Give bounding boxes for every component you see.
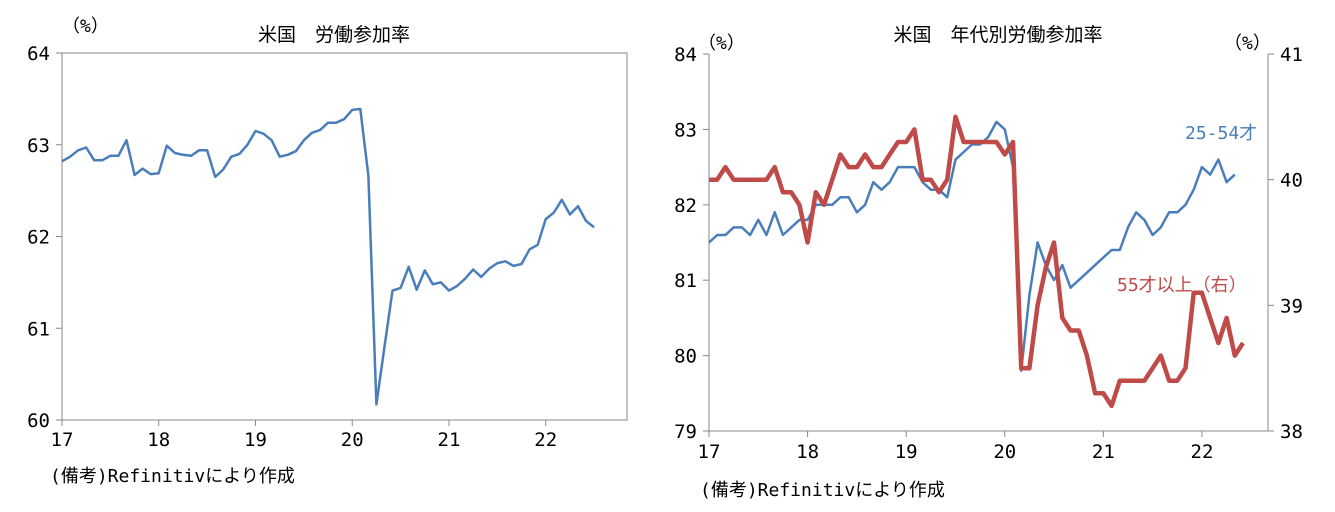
right-x-tick-label: 17 — [698, 441, 721, 463]
left-y-tick-label: 64 — [27, 43, 50, 65]
right-left-y-tick-label: 84 — [674, 44, 697, 66]
left-y-unit: （%） — [62, 16, 109, 37]
right-right-y-tick-label: 40 — [1280, 170, 1303, 192]
right-left-y-tick-label: 83 — [674, 119, 697, 141]
left-plot-frame — [61, 52, 628, 421]
left-chart-title: 米国 労働参加率 — [258, 24, 410, 46]
left-y-tick-label: 62 — [27, 227, 50, 249]
right-left-y-tick-label: 81 — [674, 270, 697, 292]
series-label-55-plus: 55才以上（右） — [1117, 275, 1247, 296]
series-label-25-54: 25-54才 — [1185, 123, 1257, 144]
right-x-tick-label: 21 — [1092, 441, 1115, 463]
left-x-tick-label: 19 — [244, 429, 267, 451]
left-source-note: (備考)Refinitivにより作成 — [50, 466, 295, 487]
left-x-tick-label: 21 — [438, 429, 461, 451]
right-x-tick-label: 18 — [796, 441, 819, 463]
left-x-tick-label: 18 — [147, 429, 170, 451]
right-right-y-tick-label: 41 — [1280, 44, 1303, 66]
right-source-note: (備考)Refinitivにより作成 — [700, 480, 945, 501]
right-left-y-tick-label: 82 — [674, 195, 697, 217]
right-left-y-tick-label: 79 — [674, 421, 697, 443]
right-right-y-tick-label: 38 — [1280, 421, 1303, 443]
right-y-unit-right: （%） — [1224, 33, 1271, 54]
right-chart-title: 米国 年代別労働参加率 — [893, 24, 1102, 46]
right-x-tick-label: 22 — [1191, 441, 1214, 463]
right-x-tick-label: 19 — [895, 441, 918, 463]
left-y-tick-label: 60 — [27, 410, 50, 432]
left-x-tick-label: 22 — [534, 429, 557, 451]
left-x-tick-label: 17 — [51, 429, 74, 451]
right-x-tick-label: 20 — [993, 441, 1016, 463]
right-left-y-tick-label: 80 — [674, 346, 697, 368]
left-series-line — [61, 107, 595, 406]
series-line-55-plus — [709, 114, 1245, 409]
left-y-tick-label: 61 — [27, 318, 50, 340]
series-line-25-54 — [708, 120, 1236, 372]
left-y-tick-label: 63 — [27, 135, 50, 157]
left-x-tick-label: 20 — [341, 429, 364, 451]
right-right-y-tick-label: 39 — [1280, 295, 1303, 317]
right-y-unit-left: （%） — [698, 33, 745, 54]
